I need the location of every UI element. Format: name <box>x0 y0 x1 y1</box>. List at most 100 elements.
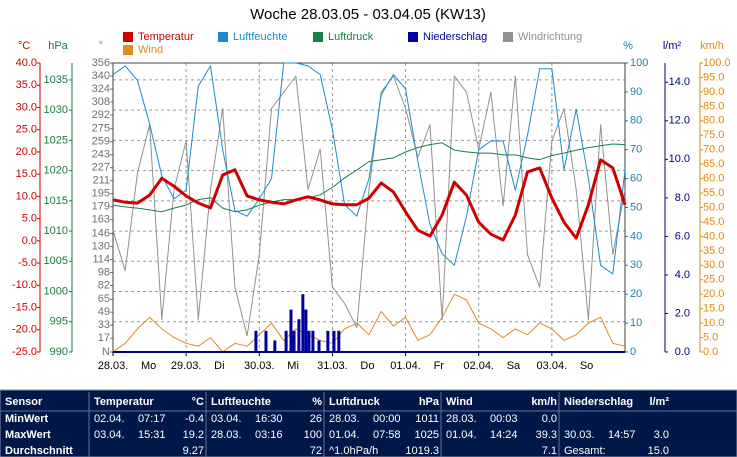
series-line <box>112 142 626 213</box>
y-tick-label: 1020 <box>44 165 68 177</box>
y-tick-label: 35.0 <box>703 245 724 257</box>
bar <box>326 330 330 352</box>
y-tick-label: 275 <box>92 123 110 135</box>
cell-date: 03.04. <box>94 429 125 441</box>
row-label: MinWert <box>5 413 49 425</box>
bar <box>254 330 258 352</box>
weekday-label: Di <box>214 360 224 372</box>
y-tick-label: 114 <box>92 253 110 265</box>
table-header: Sensor <box>5 396 43 408</box>
y-tick-label: 40.0 <box>16 57 37 69</box>
cell-value: 7.1 <box>542 445 557 457</box>
y-tick-label: 340 <box>92 70 110 82</box>
legend-swatch <box>123 32 133 42</box>
cell-date: 02.04. <box>94 413 125 425</box>
y-tick-label: 15.0 <box>703 303 724 315</box>
table-unit: km/h <box>531 396 557 408</box>
cell-value: 100 <box>304 429 322 441</box>
y-tick-label: 163 <box>92 214 110 226</box>
x-tick-label: 01.04. <box>390 360 421 372</box>
y-tick-label: 20.0 <box>703 288 724 300</box>
bar <box>307 330 311 352</box>
cell-value: 26 <box>310 413 322 425</box>
y-tick-label: -25.0 <box>12 346 37 358</box>
y-tick-label: 20.0 <box>16 146 37 158</box>
y-tick-label: 98 <box>98 266 110 278</box>
y-tick-label: 85.0 <box>703 100 724 112</box>
series-line <box>112 62 626 275</box>
y-tick-label: -5.0 <box>18 257 37 269</box>
y-tick-label: 2.0 <box>675 307 690 319</box>
cell-date: 03.04. <box>211 413 242 425</box>
y-tick-label: 90 <box>630 86 642 98</box>
stats-table <box>0 389 737 457</box>
cell-value: 72 <box>310 445 322 457</box>
legend-swatch <box>408 32 418 42</box>
y-tick-label: 10.0 <box>703 317 724 329</box>
y-tick-label: 70.0 <box>703 144 724 156</box>
table-unit: % <box>312 396 322 408</box>
legend-label: Luftdruck <box>328 31 374 43</box>
cell-note: ^1.0hPa/h <box>329 445 378 457</box>
legend-swatch <box>503 32 513 42</box>
weekday-label: Fr <box>434 360 445 372</box>
y-tick-label: 70 <box>630 144 642 156</box>
cell-time: 14:57 <box>608 429 636 441</box>
row-label: MaxWert <box>5 429 51 441</box>
y-tick-label: 227 <box>92 162 110 174</box>
cell-value: 39.3 <box>536 429 557 441</box>
y-tick-label: 0.0 <box>703 346 718 358</box>
y-tick-label: 82 <box>98 279 110 291</box>
bar <box>304 309 308 352</box>
y-tick-label: 990 <box>50 346 68 358</box>
cell-note: Gesamt: <box>564 445 606 457</box>
table-header: Luftdruck <box>329 396 381 408</box>
y-tick-label: 50 <box>630 201 642 213</box>
y-tick-label: 4.0 <box>675 269 690 281</box>
y-tick-label: 292 <box>92 109 110 121</box>
cell-date: 01.04. <box>446 429 477 441</box>
bar <box>317 340 321 352</box>
y-tick-label: 0 <box>630 346 636 358</box>
y-tick-label: 50.0 <box>703 201 724 213</box>
y-tick-label: 1035 <box>44 74 68 86</box>
axis-unit: °C <box>18 40 30 52</box>
legend-label: Windrichtung <box>518 31 582 43</box>
y-tick-label: 10.0 <box>669 153 690 165</box>
y-tick-label: 95.0 <box>703 71 724 83</box>
series-line <box>112 158 627 242</box>
y-tick-label: 195 <box>92 188 110 200</box>
legend-label: Niederschlag <box>423 31 487 43</box>
axis-unit: km/h <box>700 40 724 52</box>
y-tick-label: 130 <box>92 240 110 252</box>
y-tick-label: 80 <box>630 115 642 127</box>
y-tick-label: 211 <box>92 175 110 187</box>
y-tick-label: 100.0 <box>703 57 731 69</box>
y-tick-label: 55.0 <box>703 187 724 199</box>
y-tick-label: 15.0 <box>16 168 37 180</box>
y-tick-label: -15.0 <box>12 301 37 313</box>
y-tick-label: 20 <box>630 288 642 300</box>
cell-value: 9.27 <box>183 445 204 457</box>
bar <box>284 330 288 352</box>
y-tick-label: 33 <box>98 319 110 331</box>
y-tick-label: 995 <box>50 316 68 328</box>
y-tick-label: 30.0 <box>16 101 37 113</box>
y-tick-label: 0.0 <box>22 235 37 247</box>
cell-value: 3.0 <box>654 429 669 441</box>
cell-time: 00:03 <box>490 413 518 425</box>
weekday-label: Do <box>360 360 374 372</box>
y-tick-label: N <box>102 346 110 358</box>
table-unit: hPa <box>419 396 440 408</box>
cell-time: 07:17 <box>138 413 166 425</box>
y-tick-label: 0.0 <box>675 346 690 358</box>
y-tick-label: 100 <box>630 57 648 69</box>
y-tick-label: 90.0 <box>703 86 724 98</box>
y-tick-label: 35.0 <box>16 79 37 91</box>
legend-label: Wind <box>138 44 163 56</box>
y-tick-label: 60 <box>630 173 642 185</box>
chart-title: Woche 28.03.05 - 03.04.05 (KW13) <box>250 6 486 23</box>
y-tick-label: 8.0 <box>675 192 690 204</box>
